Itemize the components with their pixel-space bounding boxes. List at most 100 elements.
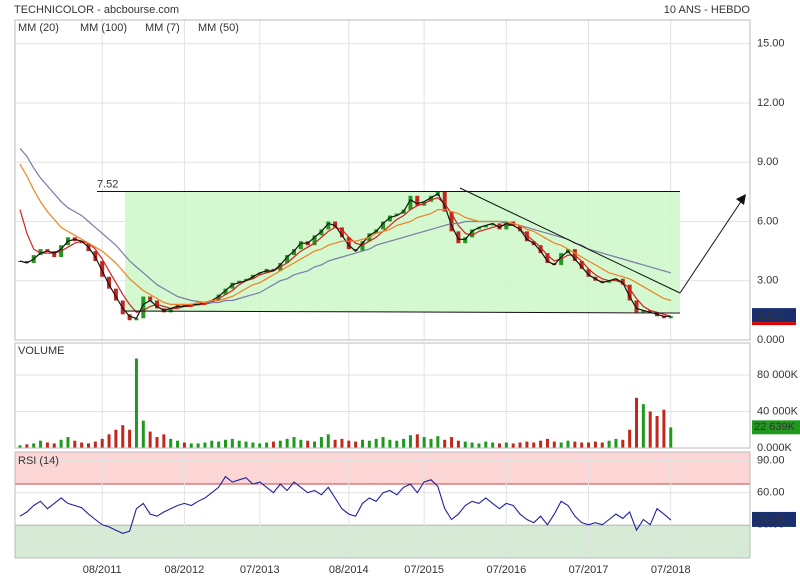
volume-bar xyxy=(189,443,193,448)
volume-bar xyxy=(148,431,152,448)
volume-bar xyxy=(539,440,543,448)
candle xyxy=(661,316,666,319)
trend-line xyxy=(459,187,681,294)
y-tick-label: 9.00 xyxy=(757,156,778,168)
volume-bar xyxy=(45,442,49,448)
candle xyxy=(408,195,413,210)
volume-bar xyxy=(532,442,536,448)
candle xyxy=(237,280,242,283)
y-tick-label: 0.000K xyxy=(757,442,793,454)
candle xyxy=(223,288,228,295)
candle xyxy=(244,278,249,281)
volume-bar xyxy=(25,444,29,448)
candle xyxy=(45,249,50,252)
y-tick-label: 80 000K xyxy=(757,369,799,381)
volume-bar xyxy=(32,443,36,448)
volume-bar xyxy=(326,434,330,448)
candle xyxy=(442,191,447,212)
y-tick-label: 0.000 xyxy=(757,334,785,346)
volume-bar xyxy=(217,441,221,448)
volume-bar xyxy=(436,436,440,448)
candle xyxy=(620,278,625,285)
volume-bar xyxy=(415,434,419,448)
volume-bar xyxy=(552,441,556,448)
volume-bar xyxy=(128,429,132,448)
volume-bar xyxy=(388,439,392,448)
volume-bar xyxy=(518,442,522,448)
volume-bar xyxy=(237,440,241,448)
candle xyxy=(189,304,194,307)
volume-bar xyxy=(203,442,207,448)
candle xyxy=(648,310,653,313)
candle xyxy=(79,241,84,244)
candle xyxy=(298,241,303,250)
rsi-frame xyxy=(14,451,751,559)
volume-bar xyxy=(635,397,638,448)
volume-bar xyxy=(182,442,186,448)
volume-bar xyxy=(66,437,70,448)
volume-bar xyxy=(210,440,214,448)
candle xyxy=(456,231,461,244)
candle xyxy=(429,195,433,202)
volume-bar xyxy=(333,439,337,448)
volume-bar xyxy=(669,427,673,448)
x-tick-label: 07/2015 xyxy=(404,564,444,576)
volume-bar xyxy=(354,441,358,448)
candle xyxy=(360,241,365,252)
volume-bar xyxy=(169,438,173,448)
volume-bar xyxy=(655,416,659,448)
volume-bar xyxy=(470,442,474,448)
candle xyxy=(586,268,591,277)
y-tick-label: 90.00 xyxy=(757,454,785,466)
volume-bar xyxy=(59,439,63,448)
candle xyxy=(107,276,112,289)
volume-frame xyxy=(14,342,751,449)
candle xyxy=(552,262,557,265)
x-tick-label: 07/2016 xyxy=(486,564,526,576)
candle xyxy=(257,272,262,275)
moving-average xyxy=(19,192,671,320)
candle xyxy=(490,223,495,226)
candle xyxy=(100,260,105,277)
resistance-label: 7.52 xyxy=(97,178,118,190)
volume-bar xyxy=(134,358,138,448)
last-value-box xyxy=(752,308,796,323)
x-tick-label: 08/2012 xyxy=(165,564,205,576)
volume-bar xyxy=(491,442,495,448)
candle xyxy=(182,304,187,307)
plot-area: 7.52 xyxy=(18,148,680,534)
candle xyxy=(600,280,605,283)
candle xyxy=(415,195,420,206)
volume-bar xyxy=(429,438,433,448)
candle xyxy=(449,211,454,232)
candle xyxy=(230,282,235,289)
volume-bar xyxy=(662,409,666,448)
volume-bar xyxy=(162,434,166,448)
volume-bar xyxy=(580,442,584,448)
volume-bar xyxy=(525,441,529,448)
volume-bar xyxy=(176,440,180,448)
candle xyxy=(127,314,132,321)
candle xyxy=(134,318,139,321)
candle xyxy=(24,260,29,263)
candle xyxy=(353,249,358,252)
candle xyxy=(394,213,399,216)
volume-bar xyxy=(477,443,481,448)
candle xyxy=(326,221,331,230)
candle xyxy=(346,237,351,250)
volume-bar xyxy=(628,429,632,448)
volume-bar xyxy=(313,441,317,448)
volume-bar xyxy=(422,437,426,448)
last-value-label: 1.210 xyxy=(757,310,785,322)
candle xyxy=(497,223,502,230)
candle xyxy=(518,225,523,232)
volume-bar xyxy=(121,425,125,448)
candle xyxy=(168,308,173,313)
volume-bar xyxy=(402,438,406,448)
volume-bar xyxy=(443,439,447,448)
volume-bar xyxy=(278,440,282,448)
x-tick-label: 07/2013 xyxy=(240,564,280,576)
volume-bar xyxy=(450,437,454,448)
x-tick-label: 07/2018 xyxy=(651,564,691,576)
y-tick-label: 12.00 xyxy=(757,97,785,109)
